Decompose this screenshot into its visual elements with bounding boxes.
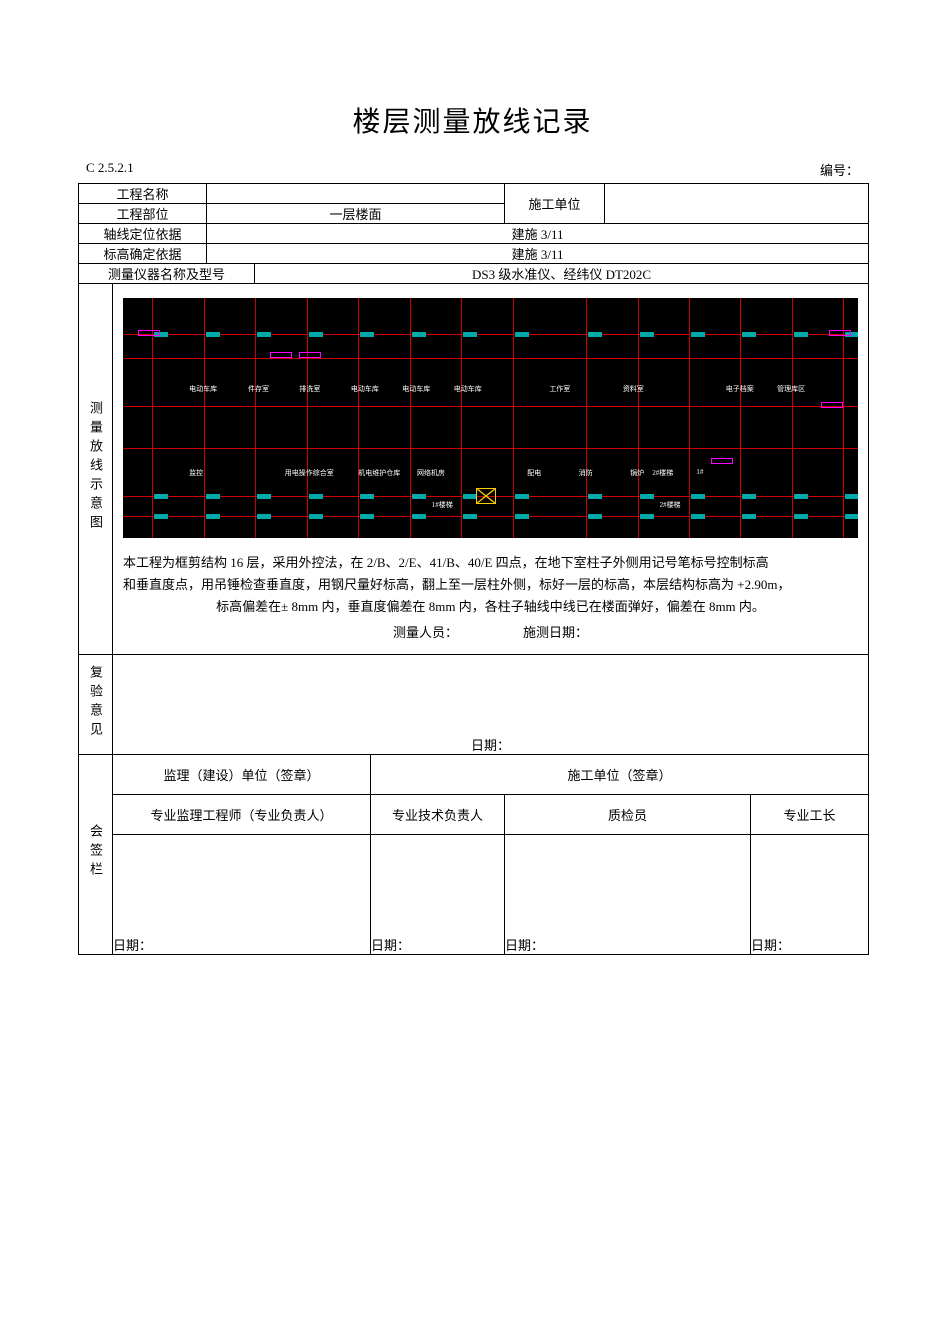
label-tech-leader: 专业技术负责人 (371, 795, 505, 835)
sign-cell-3: 日期： (505, 835, 751, 955)
sign-label-text: 会签栏 (89, 824, 102, 881)
sign-cell-1: 日期： (113, 835, 371, 955)
measure-person-label: 测量人员： (393, 625, 458, 640)
diagram-cell: 电动车库件存室排洗室电动车库电动车库电动车库工作室资料室电子档案管理库区监控用电… (113, 284, 869, 655)
review-label-text: 复验意见 (89, 665, 102, 741)
label-construction-unit-seal: 施工单位（签章） (371, 755, 869, 795)
desc-line-3: 标高偏差在± 8mm 内，垂直度偏差在 8mm 内，各柱子轴线中线已在楼面弹好，… (123, 596, 858, 618)
sign-cell-2: 日期： (371, 835, 505, 955)
label-construction-unit: 施工单位 (505, 184, 605, 224)
header-line: C 2.5.2.1 编号： (78, 160, 867, 183)
sign-date-4: 日期： (751, 938, 790, 953)
value-project-part: 一层楼面 (207, 204, 505, 224)
description-block: 本工程为框剪结构 16 层，采用外控法，在 2/B、2/E、41/B、40/E … (113, 546, 868, 654)
value-axis-basis: 建施 3/11 (207, 224, 869, 244)
serial-label: 编号： (820, 160, 859, 179)
review-date-label: 日期： (471, 738, 510, 753)
label-elevation-basis: 标高确定依据 (79, 244, 207, 264)
cad-drawing: 电动车库件存室排洗室电动车库电动车库电动车库工作室资料室电子档案管理库区监控用电… (123, 298, 858, 538)
label-supervisor-unit: 监理（建设）单位（签章） (113, 755, 371, 795)
form-code: C 2.5.2.1 (86, 160, 134, 179)
sign-date-2: 日期： (371, 938, 410, 953)
sign-date-1: 日期： (113, 938, 152, 953)
sign-cell-4: 日期： (751, 835, 869, 955)
label-pro-supervisor: 专业监理工程师（专业负责人） (113, 795, 371, 835)
label-qc: 质检员 (505, 795, 751, 835)
form-table: 工程名称 施工单位 工程部位 一层楼面 轴线定位依据 建施 3/11 标高确定依… (78, 183, 869, 955)
value-instrument: DS3 级水准仪、经纬仪 DT202C (255, 264, 869, 284)
page-title: 楼层测量放线记录 (78, 100, 867, 140)
label-axis-basis: 轴线定位依据 (79, 224, 207, 244)
desc-line-2: 和垂直度点，用吊锤检查垂直度，用钢尺量好标高，翻上至一层柱外侧，标好一层的标高，… (123, 574, 858, 596)
review-content: 日期： (113, 655, 869, 755)
diagram-label-text: 测量放线示意图 (89, 401, 102, 534)
label-sign: 会签栏 (79, 755, 113, 955)
label-project-part: 工程部位 (79, 204, 207, 224)
measure-date-label: 施测日期： (523, 625, 588, 640)
value-project-name (207, 184, 505, 204)
label-instrument: 测量仪器名称及型号 (79, 264, 255, 284)
label-diagram: 测量放线示意图 (79, 284, 113, 655)
sign-date-3: 日期： (505, 938, 544, 953)
label-project-name: 工程名称 (79, 184, 207, 204)
label-review: 复验意见 (79, 655, 113, 755)
desc-line-1: 本工程为框剪结构 16 层，采用外控法，在 2/B、2/E、41/B、40/E … (123, 552, 858, 574)
value-construction-unit (605, 184, 869, 224)
label-foreman: 专业工长 (751, 795, 869, 835)
value-elevation-basis: 建施 3/11 (207, 244, 869, 264)
